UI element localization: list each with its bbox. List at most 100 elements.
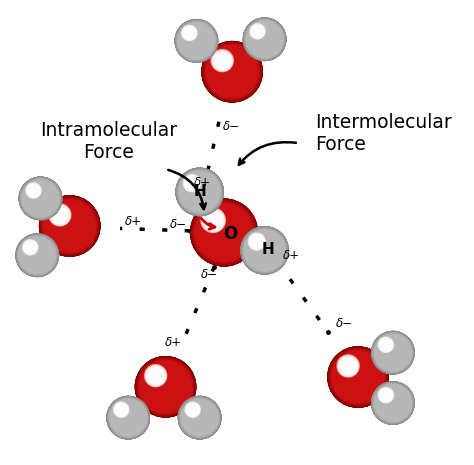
Circle shape xyxy=(26,243,35,252)
Circle shape xyxy=(21,179,60,218)
Circle shape xyxy=(48,203,72,226)
Circle shape xyxy=(176,21,216,61)
Circle shape xyxy=(50,205,70,225)
Circle shape xyxy=(178,396,221,439)
Circle shape xyxy=(18,236,56,274)
Circle shape xyxy=(181,399,219,437)
Circle shape xyxy=(115,403,128,417)
Circle shape xyxy=(21,179,60,218)
Circle shape xyxy=(337,354,360,378)
Circle shape xyxy=(20,178,61,219)
Circle shape xyxy=(328,347,388,407)
Text: δ+: δ+ xyxy=(194,176,211,189)
Circle shape xyxy=(20,178,61,219)
Circle shape xyxy=(176,169,223,215)
Circle shape xyxy=(183,175,201,192)
Circle shape xyxy=(331,350,385,405)
Circle shape xyxy=(116,404,128,416)
Circle shape xyxy=(181,399,219,437)
Circle shape xyxy=(16,234,59,277)
Circle shape xyxy=(182,25,197,41)
Circle shape xyxy=(371,331,415,375)
Circle shape xyxy=(19,177,62,219)
Circle shape xyxy=(331,350,385,404)
Circle shape xyxy=(190,199,258,266)
Circle shape xyxy=(192,410,195,412)
Circle shape xyxy=(243,18,286,61)
Circle shape xyxy=(26,183,41,198)
Circle shape xyxy=(193,202,255,263)
Circle shape xyxy=(109,399,147,437)
Circle shape xyxy=(328,348,387,406)
Circle shape xyxy=(251,236,263,248)
Circle shape xyxy=(138,359,193,414)
Circle shape xyxy=(40,196,100,256)
Circle shape xyxy=(382,341,391,350)
Circle shape xyxy=(385,395,388,397)
Circle shape xyxy=(204,44,260,100)
Circle shape xyxy=(108,397,148,438)
Circle shape xyxy=(179,171,221,213)
Circle shape xyxy=(192,201,255,264)
Circle shape xyxy=(109,399,147,437)
Circle shape xyxy=(180,398,219,437)
Text: δ−: δ− xyxy=(170,218,187,231)
Circle shape xyxy=(381,390,392,401)
Circle shape xyxy=(213,220,216,223)
Circle shape xyxy=(107,396,150,439)
Circle shape xyxy=(243,18,286,60)
Circle shape xyxy=(372,382,414,425)
Circle shape xyxy=(39,195,100,257)
Circle shape xyxy=(109,398,147,437)
Circle shape xyxy=(344,362,354,372)
Circle shape xyxy=(340,358,357,375)
Circle shape xyxy=(373,333,413,372)
Circle shape xyxy=(144,364,167,387)
Circle shape xyxy=(21,179,60,218)
Circle shape xyxy=(328,346,389,408)
Circle shape xyxy=(373,383,413,423)
Circle shape xyxy=(109,399,147,437)
Circle shape xyxy=(372,331,414,374)
Circle shape xyxy=(39,195,100,257)
Circle shape xyxy=(373,332,413,373)
Circle shape xyxy=(195,203,253,262)
Circle shape xyxy=(191,199,257,266)
Circle shape xyxy=(245,19,284,59)
Circle shape xyxy=(42,198,98,254)
Circle shape xyxy=(29,246,33,250)
Circle shape xyxy=(15,233,59,277)
Circle shape xyxy=(339,357,358,376)
Circle shape xyxy=(189,33,191,35)
Circle shape xyxy=(206,46,258,98)
Circle shape xyxy=(241,226,288,274)
Circle shape xyxy=(16,234,59,277)
Circle shape xyxy=(374,385,411,422)
Circle shape xyxy=(120,408,124,412)
Circle shape xyxy=(43,199,96,252)
Circle shape xyxy=(202,41,263,102)
Circle shape xyxy=(177,21,216,60)
Circle shape xyxy=(27,185,40,197)
Circle shape xyxy=(329,348,387,406)
Circle shape xyxy=(330,349,386,405)
Circle shape xyxy=(244,19,285,60)
Circle shape xyxy=(17,235,58,276)
Circle shape xyxy=(26,243,36,253)
Circle shape xyxy=(175,20,218,62)
Circle shape xyxy=(176,168,224,216)
Circle shape xyxy=(243,229,286,272)
Circle shape xyxy=(175,20,218,62)
Circle shape xyxy=(373,332,413,373)
Circle shape xyxy=(18,177,62,220)
Circle shape xyxy=(194,203,254,262)
Circle shape xyxy=(330,349,386,405)
Circle shape xyxy=(135,356,196,417)
Circle shape xyxy=(136,357,195,417)
Circle shape xyxy=(181,399,219,437)
Circle shape xyxy=(42,198,98,254)
Circle shape xyxy=(373,383,412,423)
Circle shape xyxy=(373,383,413,424)
Circle shape xyxy=(373,332,413,373)
Circle shape xyxy=(383,393,390,399)
